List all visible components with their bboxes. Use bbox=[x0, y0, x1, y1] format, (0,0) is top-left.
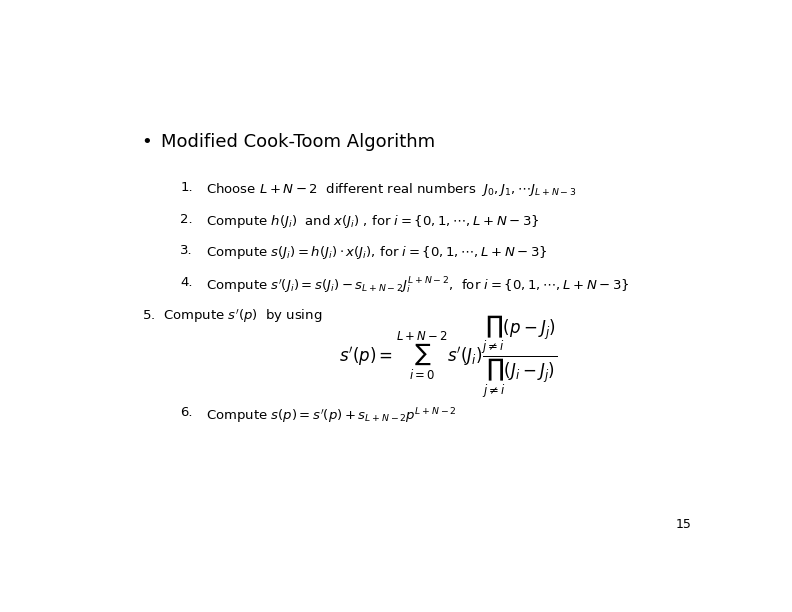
Text: Choose $L+N-2$  different real numbers  $\mathit{J}_0, \mathit{J}_1, \cdots\math: Choose $L+N-2$ different real numbers $\… bbox=[206, 181, 577, 198]
Text: Compute $h(\mathit{J}_i)$  and $x(\mathit{J}_i)$ , for $i =\{0,1,\cdots,L+N-3\}$: Compute $h(\mathit{J}_i)$ and $x(\mathit… bbox=[206, 213, 540, 230]
Text: •: • bbox=[142, 133, 152, 151]
Text: $s'(p)=\sum_{i=0}^{L+N-2}s'(\mathit{J}_i)\dfrac{\prod_{j\neq i}(p-\mathit{J}_j)}: $s'(p)=\sum_{i=0}^{L+N-2}s'(\mathit{J}_i… bbox=[339, 314, 558, 401]
Text: 6.: 6. bbox=[181, 406, 193, 419]
Text: Compute $s'(\mathit{J}_i) = s(\mathit{J}_i) - s_{L+N-2}\mathit{J}_i^{L+N-2}$,  f: Compute $s'(\mathit{J}_i) = s(\mathit{J}… bbox=[206, 276, 630, 296]
Text: 3.: 3. bbox=[181, 244, 193, 258]
Text: 2.: 2. bbox=[181, 213, 193, 226]
Text: 5.  Compute $s'(p)$  by using: 5. Compute $s'(p)$ by using bbox=[142, 307, 322, 325]
Text: Compute $s(p) = s'(p) + s_{L+N-2}p^{L+N-2}$: Compute $s(p) = s'(p) + s_{L+N-2}p^{L+N-… bbox=[206, 406, 457, 426]
Text: 4.: 4. bbox=[181, 276, 193, 289]
Text: 1.: 1. bbox=[181, 181, 193, 194]
Text: Modified Cook-Toom Algorithm: Modified Cook-Toom Algorithm bbox=[161, 133, 435, 151]
Text: 15: 15 bbox=[676, 518, 692, 531]
Text: Compute $s(\mathit{J}_i) = h(\mathit{J}_i)\cdot x(\mathit{J}_i)$, for $i = \{0,1: Compute $s(\mathit{J}_i) = h(\mathit{J}_… bbox=[206, 244, 548, 261]
